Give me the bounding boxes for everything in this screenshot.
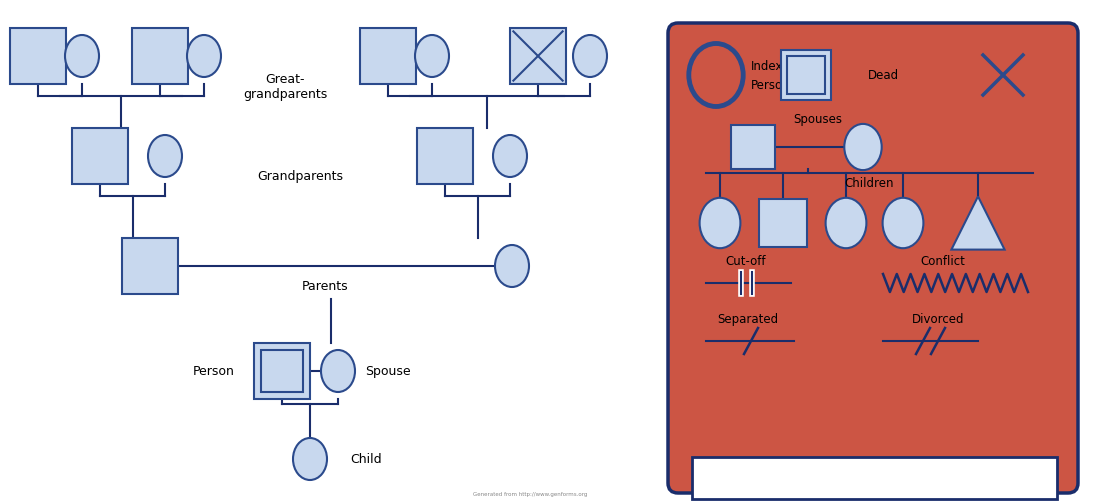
Text: Person: Person (193, 365, 235, 378)
Ellipse shape (65, 36, 99, 78)
Bar (261, 351, 302, 392)
Text: Great-: Great- (265, 73, 305, 86)
Text: Parents: Parents (301, 280, 349, 293)
Text: Child: Child (350, 452, 381, 465)
Text: Smith Family Genogram: Smith Family Genogram (791, 471, 958, 485)
Ellipse shape (882, 198, 924, 248)
Text: Conflict: Conflict (921, 255, 966, 268)
Text: Children: Children (845, 177, 894, 190)
Text: Separated: Separated (718, 313, 778, 326)
Ellipse shape (699, 198, 741, 248)
Bar (359, 29, 416, 85)
Bar (254, 343, 310, 399)
Bar (787, 57, 824, 95)
Bar (692, 457, 1057, 499)
Text: Generated from http://www.genforms.org: Generated from http://www.genforms.org (472, 491, 587, 496)
Bar (510, 29, 566, 85)
Bar (760, 200, 807, 247)
Text: Spouses: Spouses (794, 113, 843, 126)
Ellipse shape (148, 136, 182, 178)
Bar (731, 125, 775, 170)
Ellipse shape (495, 245, 529, 288)
Ellipse shape (825, 198, 867, 248)
Bar (10, 29, 66, 85)
Bar (122, 238, 178, 295)
Text: grandparents: grandparents (243, 88, 327, 101)
FancyBboxPatch shape (667, 24, 1078, 493)
Polygon shape (951, 197, 1005, 250)
Bar (72, 129, 128, 185)
Text: Cut-off: Cut-off (726, 255, 766, 268)
Text: Index: Index (751, 60, 784, 72)
Ellipse shape (493, 136, 527, 178)
Ellipse shape (844, 125, 881, 171)
Bar (780, 51, 831, 101)
Text: Person: Person (751, 79, 790, 92)
Text: Divorced: Divorced (912, 313, 964, 326)
Text: Spouse: Spouse (365, 365, 411, 378)
Ellipse shape (321, 350, 355, 392)
Ellipse shape (573, 36, 607, 78)
Text: Dead: Dead (868, 69, 899, 82)
Ellipse shape (415, 36, 449, 78)
Bar (132, 29, 189, 85)
Ellipse shape (293, 438, 327, 480)
Text: Grandparents: Grandparents (256, 170, 343, 183)
Bar (416, 129, 473, 185)
Ellipse shape (187, 36, 221, 78)
